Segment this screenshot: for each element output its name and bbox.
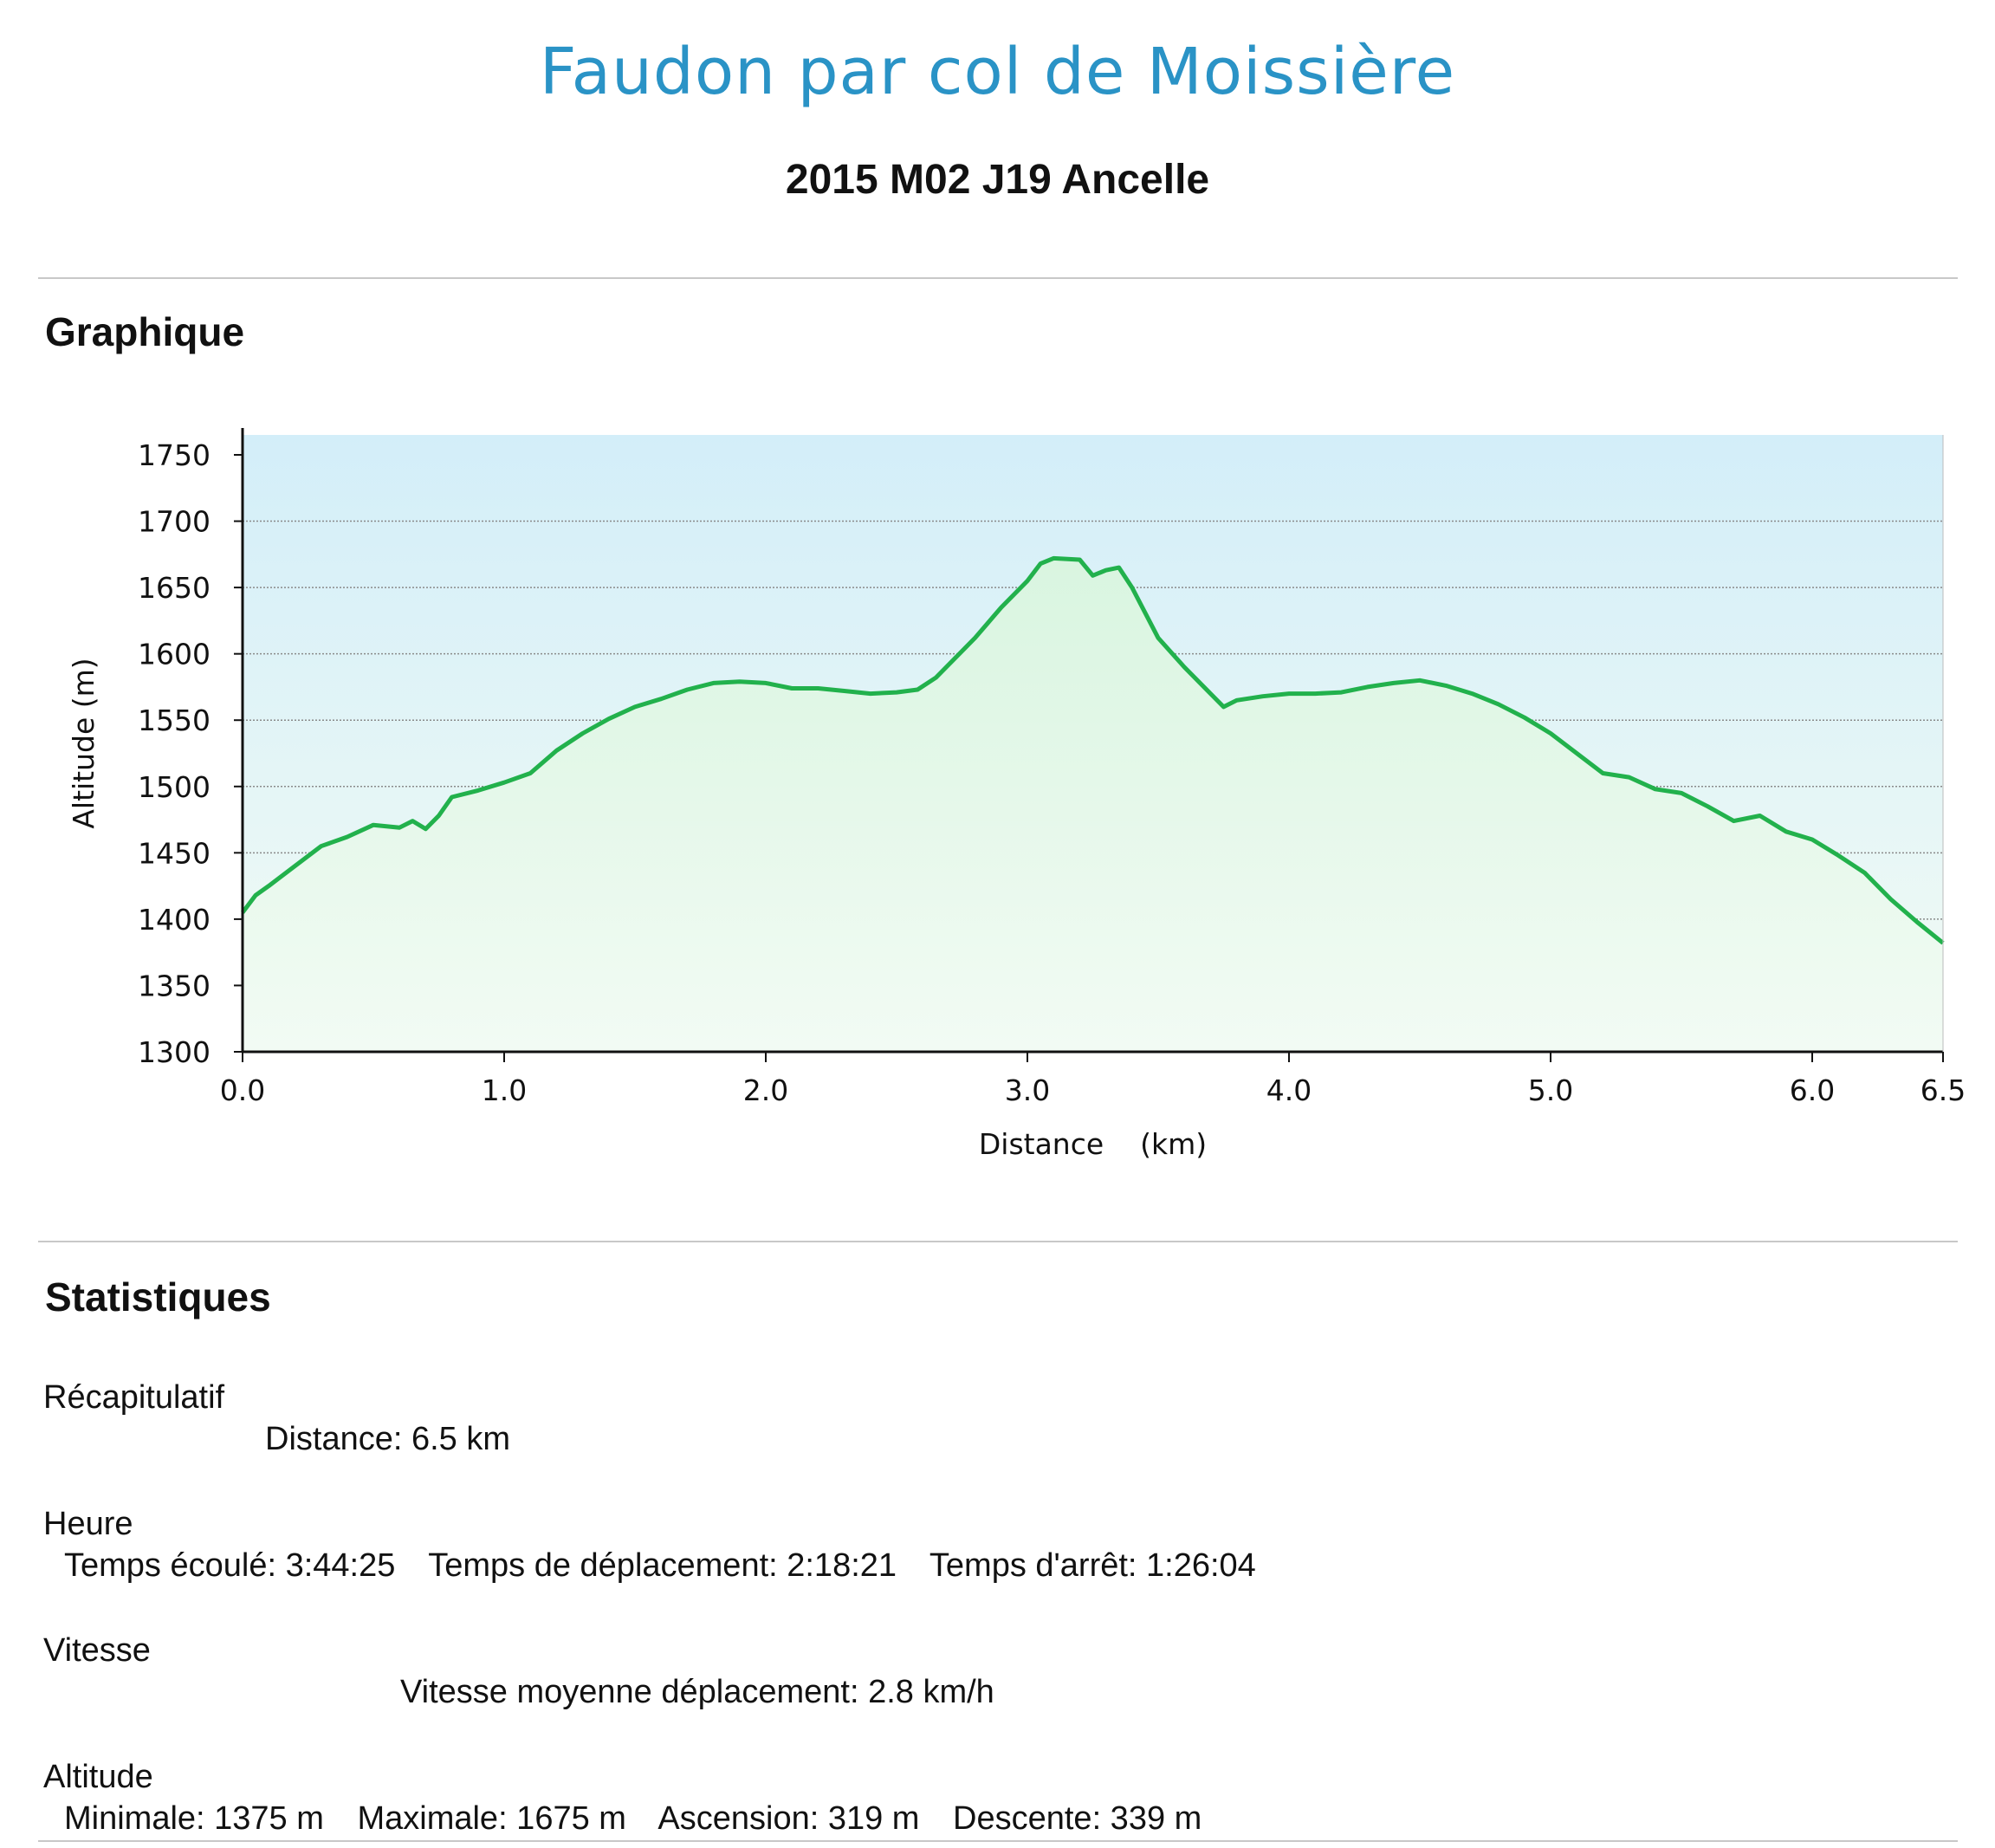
elevation-line (241, 555, 1945, 945)
altitude-label: Altitude (43, 1759, 153, 1795)
stats-section-title: Statistiques (45, 1274, 271, 1320)
axes (241, 428, 1944, 1054)
x-tick-label: 4.0 (1266, 1073, 1312, 1107)
time-values: Temps écoulé: 3:44:25 Temps de déplaceme… (64, 1547, 1280, 1585)
page-subtitle: 2015 M02 J19 Ancelle (785, 157, 1210, 203)
altitude-ascent: Ascension: 319 m (657, 1800, 920, 1837)
x-tick-label: 2.0 (743, 1073, 788, 1107)
y-axis-title: Altitude (m) (67, 658, 100, 828)
time-moving: Temps de déplacement: 2:18:21 (428, 1547, 897, 1584)
y-tick-label: 1500 (138, 770, 211, 804)
recap-label: Récapitulatif (43, 1379, 225, 1416)
y-tick-label: 1350 (138, 969, 211, 1002)
recap-distance: Distance: 6.5 km (265, 1421, 510, 1457)
y-tick-label: 1650 (138, 571, 211, 605)
y-tick-label: 1400 (138, 903, 211, 937)
x-tick-label: 5.0 (1528, 1073, 1573, 1107)
divider-middle (38, 1241, 1958, 1242)
y-tick-label: 1750 (138, 438, 211, 472)
altitude-max: Maximale: 1675 m (357, 1800, 626, 1837)
y-tick-label: 1700 (138, 505, 211, 539)
divider-bottom (38, 1840, 1958, 1842)
y-tick-label: 1300 (138, 1035, 211, 1069)
elevation-area (243, 558, 1943, 1052)
altitude-min: Minimale: 1375 m (64, 1800, 324, 1837)
x-tick-label: 0.0 (220, 1073, 265, 1107)
y-tick-labels: 1300 1350 1400 1450 1500 1550 1600 1650 1700 1750 (138, 438, 243, 1069)
page-title: Faudon par col de Moissière (539, 35, 1456, 109)
time-elapsed: Temps écoulé: 3:44:25 (64, 1547, 396, 1584)
x-tick-label: 3.0 (1005, 1073, 1050, 1107)
x-tick-label: 6.5 (1921, 1073, 1966, 1107)
x-tick-label: 1.0 (482, 1073, 527, 1107)
y-tick-label: 1600 (138, 638, 211, 671)
time-label: Heure (43, 1506, 133, 1542)
y-tick-label: 1450 (138, 836, 211, 870)
altitude-values: Minimale: 1375 m Maximale: 1675 m Ascens… (64, 1800, 1226, 1838)
divider-top (38, 277, 1958, 279)
altitude-descent: Descente: 339 m (953, 1800, 1202, 1837)
y-tick-label: 1550 (138, 704, 211, 737)
graph-section-title: Graphique (45, 309, 245, 354)
x-axis-title: Distance (km) (979, 1127, 1207, 1161)
speed-average: Vitesse moyenne déplacement: 2.8 km/h (400, 1674, 994, 1710)
x-tick-labels: 0.0 1.0 2.0 3.0 4.0 5.0 6.0 6.5 (220, 1052, 1966, 1107)
elevation-chart: 1300 1350 1400 1450 1500 1550 1600 1650 1700 1750… (67, 428, 1966, 1161)
time-stopped: Temps d'arrêt: 1:26:04 (929, 1547, 1256, 1584)
x-tick-label: 6.0 (1790, 1073, 1835, 1107)
speed-label: Vitesse (43, 1632, 151, 1669)
